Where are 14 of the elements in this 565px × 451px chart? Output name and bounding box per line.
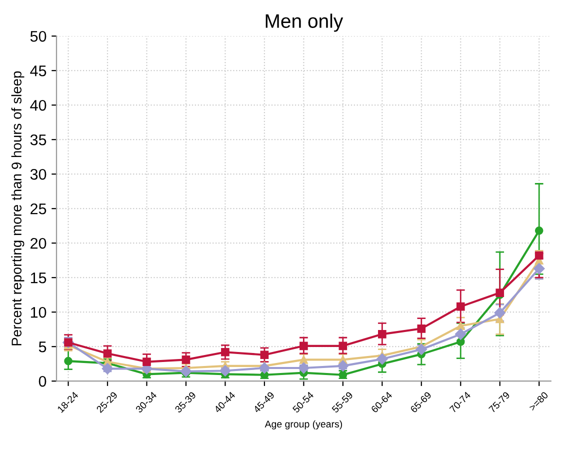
x-axis-title: Age group (years) (264, 420, 342, 430)
y-tick-label: 45 (30, 66, 46, 76)
y-tick-label: 5 (38, 342, 46, 352)
y-tick-label: 40 (30, 100, 46, 111)
y-tick-label: 50 (30, 30, 46, 42)
y-tick-label: 0 (38, 376, 46, 387)
y-tick-label: 35 (30, 134, 46, 146)
y-tick-label: 25 (30, 203, 46, 214)
y-tick-label: 10 (30, 306, 46, 318)
y-tick-label: 20 (30, 238, 46, 249)
y-tick-label: 30 (30, 168, 46, 180)
y-axis-title: Percent reporting more than 9 hours of sleep (11, 71, 24, 346)
chart-title: Men only (266, 14, 344, 32)
y-tick-label: 15 (30, 272, 46, 284)
